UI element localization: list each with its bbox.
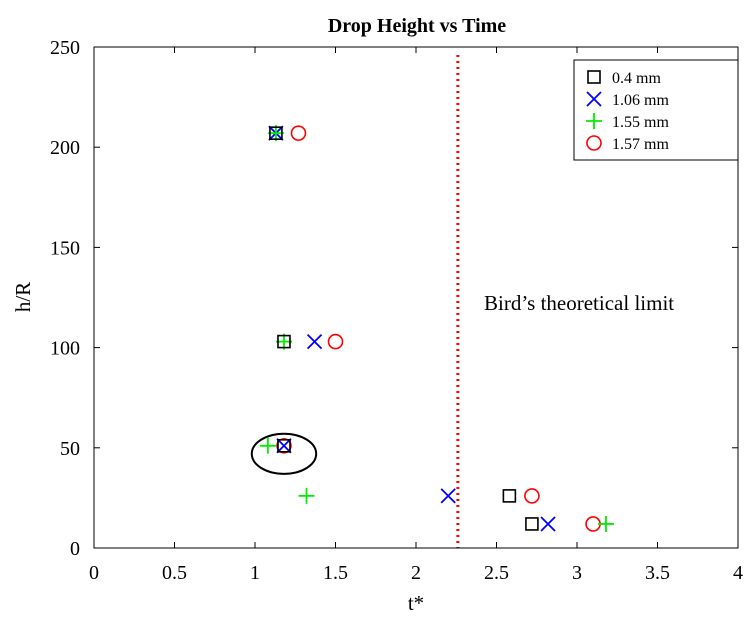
legend: 0.4 mm 1.06 mm 1.55 mm 1.57 mm: [573, 59, 739, 161]
legend-marker-1-06-mm: [586, 91, 602, 107]
data-markers: [259, 125, 614, 532]
legend-label: 1.57 mm: [612, 136, 669, 153]
x-tick-label: 3: [572, 562, 582, 584]
legend-label: 1.06 mm: [612, 92, 669, 109]
legend-label: 1.55 mm: [612, 114, 669, 131]
y-tick-label: 200: [50, 137, 80, 159]
point-1-57-mm: [290, 125, 307, 141]
y-tick-label: 0: [70, 538, 80, 560]
x-tick-label: 0.5: [162, 562, 187, 584]
plot-frame: [93, 46, 739, 549]
legend-marker-1-57-mm: [586, 135, 602, 151]
point-1-57-mm: [327, 333, 344, 350]
theoretical-limit-annotation: Bird’s theoretical limit: [484, 291, 674, 315]
point-0-4-mm: [277, 438, 291, 453]
y-tick-label: 100: [50, 338, 80, 360]
point-0-4-mm: [277, 334, 291, 349]
chart-title: Drop Height vs Time: [328, 15, 506, 37]
point-0-4-mm: [525, 517, 539, 531]
x-tick-label: 3.5: [645, 562, 670, 584]
point-1-55-mm: [298, 487, 315, 504]
point-1-55-mm: [259, 437, 276, 454]
point-1-06-mm: [440, 488, 456, 504]
y-tick-label: 250: [50, 37, 80, 59]
axis-ticks: 0 0.5 1 1.5 2 2.5 3 3.5 4 0 50 100 150 200 250: [50, 37, 743, 584]
highlight-ellipse: [250, 432, 318, 475]
point-1-06-mm: [540, 516, 556, 532]
point-0-4-mm: [269, 126, 283, 140]
point-1-06-mm: [276, 438, 292, 454]
x-tick-label: 2.5: [484, 562, 509, 584]
point-1-57-mm: [524, 488, 540, 504]
x-tick-label: 1: [250, 562, 260, 584]
point-1-57-mm: [276, 437, 292, 454]
point-1-55-mm: [597, 515, 614, 532]
legend-marker-0-4-mm: [587, 70, 601, 84]
point-1-06-mm: [306, 333, 323, 350]
x-tick-label: 4: [733, 562, 743, 584]
x-tick-label: 1.5: [323, 562, 348, 584]
y-tick-label: 50: [60, 438, 80, 460]
x-axis-label: t*: [408, 591, 424, 615]
y-tick-label: 150: [50, 237, 80, 259]
legend-label: 0.4 mm: [612, 70, 661, 87]
x-tick-label: 0: [89, 562, 99, 584]
legend-marker-1-55-mm: [586, 113, 602, 129]
point-0-4-mm: [502, 489, 517, 503]
x-tick-label: 2: [411, 562, 421, 584]
y-axis-label: h/R: [11, 282, 35, 312]
